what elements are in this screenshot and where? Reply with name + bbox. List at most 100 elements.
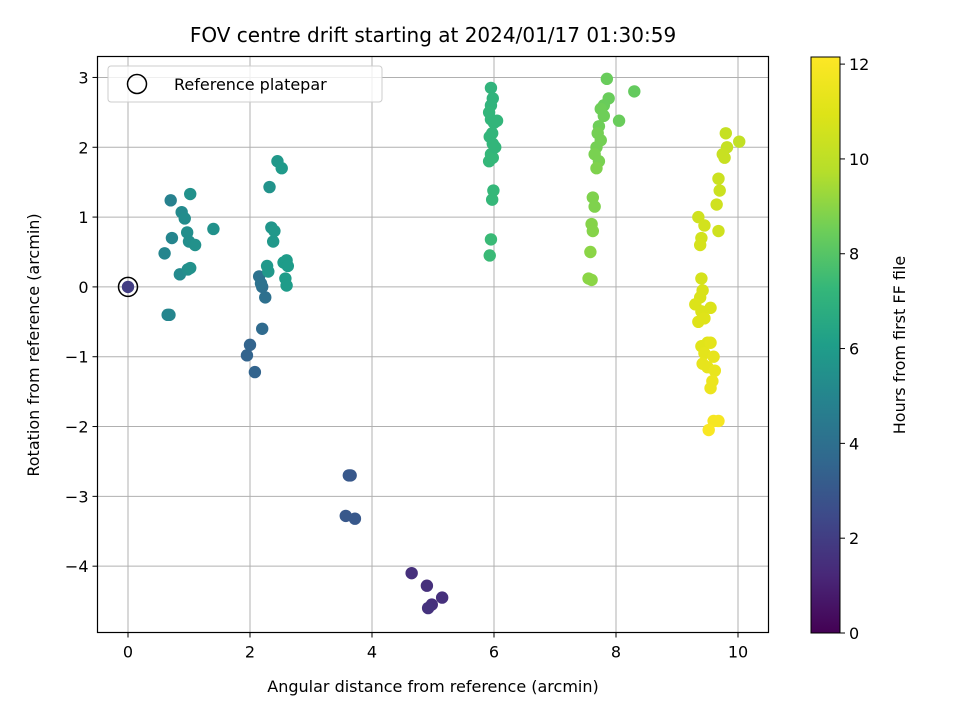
colorbar-tick-label: 10 <box>849 150 869 169</box>
y-tick-label: −2 <box>65 418 89 437</box>
data-point <box>178 212 191 225</box>
colorbar-tick-label: 8 <box>849 245 859 264</box>
data-point <box>405 566 418 580</box>
data-point <box>486 151 499 164</box>
data-point <box>704 301 717 315</box>
x-tick-label: 2 <box>245 643 255 662</box>
data-point <box>184 187 197 201</box>
data-point <box>121 280 135 294</box>
data-point <box>483 249 496 262</box>
data-point <box>584 245 597 259</box>
legend-box <box>107 65 383 103</box>
data-point <box>420 579 434 592</box>
y-tick-label: −4 <box>65 557 89 576</box>
data-point <box>712 224 725 238</box>
y-tick-label: 1 <box>78 208 88 227</box>
data-point <box>348 512 362 525</box>
data-point <box>712 414 725 428</box>
data-point <box>707 350 720 363</box>
data-point <box>586 224 600 238</box>
legend: Reference platepar <box>107 65 383 103</box>
reference-platepar-marker <box>117 276 139 298</box>
data-point <box>719 127 732 140</box>
data-point <box>421 601 435 615</box>
data-point <box>259 291 272 304</box>
data-point <box>588 200 601 213</box>
data-point <box>490 114 504 127</box>
data-point <box>207 222 220 236</box>
colorbar-ticks: 0 2 4 6 8 10 12 <box>840 55 869 643</box>
data-point <box>280 279 293 292</box>
y-axis-label: Rotation from reference (arcmin) <box>24 213 43 476</box>
data-point <box>695 272 708 285</box>
data-point <box>243 338 257 352</box>
data-point <box>344 469 357 482</box>
data-point <box>165 231 179 245</box>
data-point <box>698 312 711 325</box>
y-tick-label: 0 <box>78 278 88 297</box>
data-point <box>597 109 610 123</box>
colorbar-label: Hours from first FF file <box>890 256 909 435</box>
data-point <box>487 184 500 197</box>
data-point <box>485 193 499 206</box>
colorbar-tick-label: 2 <box>849 529 859 548</box>
x-tick-label: 0 <box>123 643 133 662</box>
data-point <box>275 162 288 175</box>
data-point <box>266 235 280 248</box>
data-point <box>435 591 449 604</box>
y-tick-label: −1 <box>65 348 89 367</box>
data-point <box>733 135 746 148</box>
x-tick-label: 6 <box>489 643 499 662</box>
data-point <box>704 381 717 395</box>
x-tick-label: 8 <box>611 643 621 662</box>
colorbar-gradient <box>810 56 841 634</box>
data-point <box>184 261 197 275</box>
data-point <box>164 194 177 207</box>
data-point <box>248 365 262 379</box>
data-point <box>158 247 171 260</box>
data-point <box>628 85 641 98</box>
data-point <box>188 238 202 252</box>
x-axis-label: Angular distance from reference (arcmin) <box>267 677 598 696</box>
data-point <box>252 270 266 283</box>
y-axis-ticks: 3 2 1 0 −1 −2 −3 −4 <box>65 68 98 576</box>
colorbar: 0 2 4 6 8 10 12 Hours from first FF file <box>810 55 909 643</box>
data-point <box>163 308 176 322</box>
legend-reference-marker <box>126 73 148 95</box>
data-point <box>256 322 269 335</box>
grid-lines <box>97 56 769 633</box>
data-point <box>489 141 502 154</box>
colorbar-tick-label: 4 <box>849 434 859 453</box>
colorbar-tick-label: 6 <box>849 340 859 359</box>
x-tick-label: 10 <box>728 643 748 662</box>
data-point <box>240 349 254 362</box>
data-point <box>693 238 707 252</box>
data-point <box>585 273 598 287</box>
colorbar-tick-label: 12 <box>849 55 869 74</box>
data-point <box>612 114 626 127</box>
data-point <box>281 259 295 273</box>
x-axis-ticks: 0 2 4 6 8 10 <box>123 632 748 662</box>
data-point <box>268 224 281 238</box>
x-tick-label: 4 <box>367 643 377 662</box>
data-point <box>702 423 715 437</box>
plot-area-frame <box>96 55 770 634</box>
data-point <box>710 198 723 211</box>
data-point <box>262 265 275 278</box>
data-point <box>590 162 603 175</box>
data-point <box>600 72 614 86</box>
legend-label: Reference platepar <box>174 75 327 94</box>
data-point <box>704 336 717 349</box>
data-point <box>263 180 276 194</box>
data-point <box>484 233 498 246</box>
y-tick-label: −3 <box>65 487 89 506</box>
data-point <box>713 184 726 197</box>
data-point <box>712 172 725 185</box>
data-points <box>117 72 746 615</box>
data-point <box>484 81 498 95</box>
y-tick-label: 3 <box>78 68 88 87</box>
chart-title: FOV centre drift starting at 2024/01/17 … <box>190 23 676 47</box>
data-point <box>716 148 729 161</box>
data-point <box>708 364 722 377</box>
